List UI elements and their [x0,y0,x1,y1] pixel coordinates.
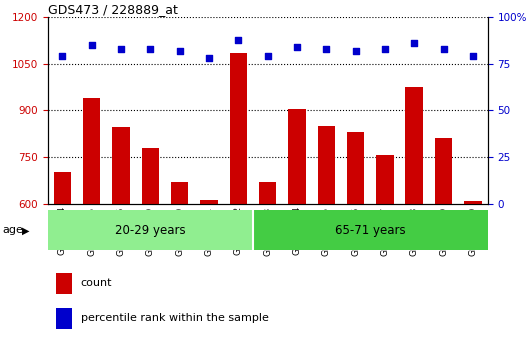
Point [175,48,184,53]
Text: 20-29 years: 20-29 years [115,224,186,237]
Point [117,46,125,52]
Text: count: count [81,278,112,288]
Bar [171,182,189,345]
Point [381,46,389,52]
Point [351,48,360,53]
Bar [376,155,394,345]
Point [410,41,419,46]
Bar [464,201,482,345]
Bar [112,127,130,345]
Bar [142,148,159,345]
Bar [253,210,488,250]
Point [58,53,67,59]
Bar [54,172,71,345]
Bar [57,273,72,294]
Bar [200,200,218,345]
Bar [288,109,306,345]
Point [439,46,448,52]
Text: age: age [3,225,23,235]
Point [87,42,96,48]
Point [205,56,213,61]
Point [322,46,331,52]
Text: percentile rank within the sample: percentile rank within the sample [81,313,269,323]
Point [234,37,243,42]
Bar [83,98,101,345]
Bar [317,126,335,345]
Bar [259,182,277,345]
Point [263,53,272,59]
Text: GDS473 / 228889_at: GDS473 / 228889_at [48,3,178,16]
Point [293,44,301,50]
Point [146,46,155,52]
Bar [57,308,72,329]
Text: 65-71 years: 65-71 years [335,224,405,237]
Bar [435,138,453,345]
Point [469,53,477,59]
Bar [48,210,253,250]
Bar [229,53,247,345]
Bar [405,87,423,345]
Bar [347,132,365,345]
Text: ▶: ▶ [22,225,30,235]
